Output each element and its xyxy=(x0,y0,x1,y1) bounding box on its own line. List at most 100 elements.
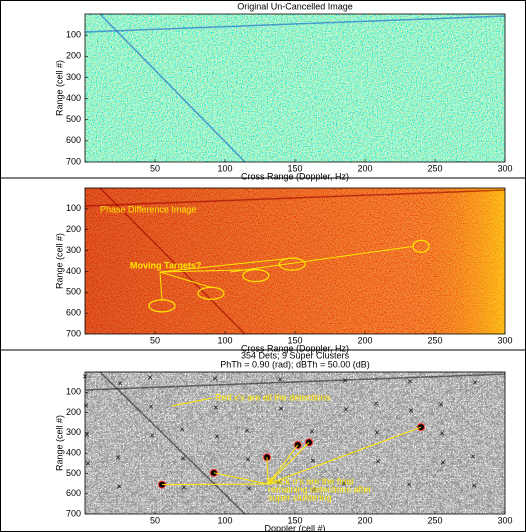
detection-marker: × xyxy=(440,457,445,467)
detection-marker: × xyxy=(439,428,444,438)
y-tick-label: 300 xyxy=(66,72,81,82)
x-axis-label: Cross Range (Doppler, Hz) xyxy=(241,343,349,353)
detection-marker: × xyxy=(83,400,88,410)
y-tick-label: 600 xyxy=(66,308,81,318)
detection-marker: × xyxy=(276,477,281,487)
y-axis-label: Range (cell #) xyxy=(54,415,64,471)
annotation: super clustering xyxy=(268,492,332,502)
x-tick-label: 100 xyxy=(217,335,232,345)
detection-marker: × xyxy=(246,483,251,493)
x-tick-label: 150 xyxy=(287,335,302,345)
detection-marker: × xyxy=(438,399,443,409)
pointer xyxy=(171,397,213,407)
detection-marker: × xyxy=(212,373,217,383)
pointer xyxy=(267,444,299,485)
y-tick-label: 400 xyxy=(66,448,81,458)
detection-marker: × xyxy=(309,426,314,436)
detection-marker: × xyxy=(311,484,316,494)
detection-marker: × xyxy=(470,451,475,461)
x-tick-label: 50 xyxy=(150,163,160,173)
x-tick-label: 50 xyxy=(150,335,160,345)
x-tick-label: 300 xyxy=(497,515,512,525)
x-tick-label: 250 xyxy=(427,163,442,173)
streak xyxy=(99,187,246,335)
y-tick-label: 400 xyxy=(66,266,81,276)
detection-marker: × xyxy=(180,453,185,463)
annotation: Red x's are all the detections xyxy=(215,392,331,402)
x-tick-label: 200 xyxy=(357,163,372,173)
y-tick-label: 400 xyxy=(66,93,81,103)
detection-marker: × xyxy=(374,427,379,437)
pointer xyxy=(266,457,269,485)
pointer xyxy=(159,269,256,273)
detection-marker: × xyxy=(406,479,411,489)
detection-marker: × xyxy=(149,430,154,440)
y-tick-label: 700 xyxy=(66,328,81,338)
streak xyxy=(84,15,506,33)
pointer xyxy=(159,271,163,300)
x-axis-label: Cross Range (Doppler, Hz) xyxy=(241,171,349,181)
chart-title: Original Un-Cancelled Image xyxy=(237,1,353,11)
detection-marker: × xyxy=(85,458,90,468)
x-tick-label: 200 xyxy=(357,335,372,345)
streak xyxy=(99,13,246,163)
pointer xyxy=(159,257,293,273)
y-tick-label: 200 xyxy=(66,51,81,61)
detection-marker: × xyxy=(147,372,152,382)
detection-marker: × xyxy=(341,478,346,488)
detection-marker: × xyxy=(408,405,413,415)
y-tick-label: 200 xyxy=(66,224,81,234)
detection-marker: × xyxy=(407,376,412,386)
y-axis-label: Range (cell #) xyxy=(54,233,64,289)
detection-marker: × xyxy=(115,452,120,462)
image xyxy=(85,14,505,162)
x-tick-label: 100 xyxy=(217,515,232,525)
x-axis-label: Doppler (cell #) xyxy=(264,523,325,532)
pointer xyxy=(267,442,310,485)
pointer xyxy=(159,271,212,288)
detection-marker: × xyxy=(148,401,153,411)
y-tick-label: 500 xyxy=(66,287,81,297)
y-tick-label: 700 xyxy=(66,156,81,166)
x-tick-label: 100 xyxy=(217,163,232,173)
detection-marker: × xyxy=(472,377,477,387)
y-axis-label: Range (cell #) xyxy=(54,60,64,116)
detection-marker: × xyxy=(310,455,315,465)
x-tick-label: 50 xyxy=(150,515,160,525)
x-tick-label: 250 xyxy=(427,335,442,345)
x-tick-label: 150 xyxy=(287,163,302,173)
y-tick-label: 600 xyxy=(66,135,81,145)
detection-marker: × xyxy=(116,481,121,491)
chart-title: 354 Dets; 9 Super Clusters xyxy=(241,350,350,360)
x-tick-label: 300 xyxy=(497,335,512,345)
y-tick-label: 100 xyxy=(66,203,81,213)
y-tick-label: 100 xyxy=(66,30,81,40)
y-tick-label: 100 xyxy=(66,387,81,397)
x-tick-label: 300 xyxy=(497,163,512,173)
y-tick-label: 500 xyxy=(66,114,81,124)
annotation: remaining detections after xyxy=(268,484,372,494)
streak xyxy=(84,373,506,391)
x-tick-label: 150 xyxy=(287,515,302,525)
pointer xyxy=(267,426,422,485)
pointer xyxy=(161,483,269,486)
detection-marker: × xyxy=(343,404,348,414)
detection-marker: × xyxy=(277,374,282,384)
detection-marker: × xyxy=(179,424,184,434)
detection-marker: × xyxy=(471,480,476,490)
annotation: Moving Targets? xyxy=(130,260,201,270)
streak xyxy=(84,189,506,207)
y-tick-label: 500 xyxy=(66,468,81,478)
detection-marker: × xyxy=(117,378,122,388)
detection-marker: × xyxy=(342,375,347,385)
image-shade xyxy=(85,188,505,334)
x-tick-label: 200 xyxy=(357,515,372,525)
annotation: Black o's are the final xyxy=(268,476,353,486)
detection-marker: × xyxy=(181,482,186,492)
y-tick-label: 600 xyxy=(66,488,81,498)
detection-marker: × xyxy=(213,402,218,412)
detection-marker: × xyxy=(84,429,89,439)
annotation: Phase Difference Image xyxy=(100,204,196,214)
detection-marker: × xyxy=(375,456,380,466)
